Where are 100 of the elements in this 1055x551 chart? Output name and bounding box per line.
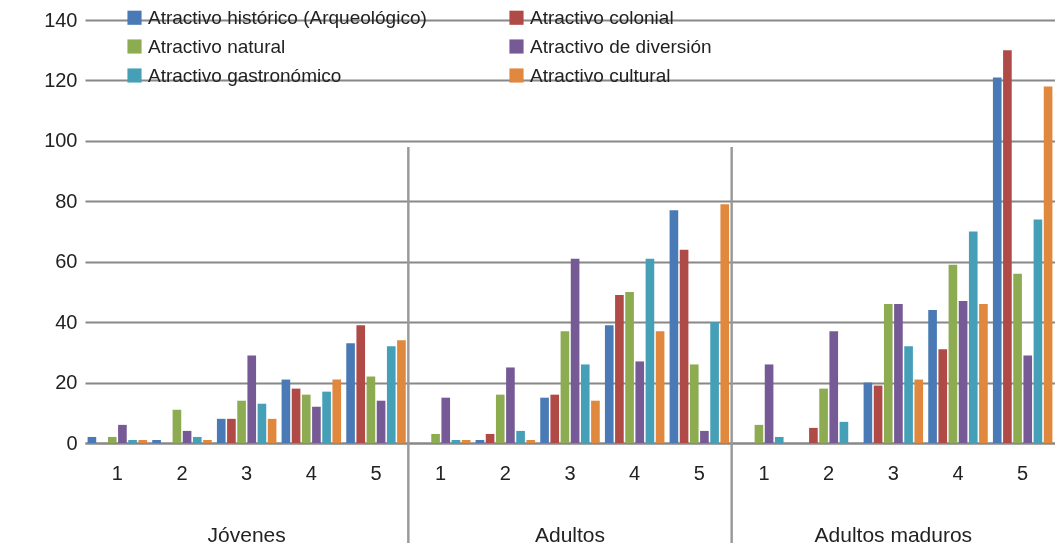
bar bbox=[883, 304, 893, 443]
bar bbox=[172, 409, 182, 443]
bar bbox=[873, 385, 883, 443]
y-tick-label: 40 bbox=[55, 310, 78, 333]
x-tick-label: 3 bbox=[887, 461, 899, 484]
bar bbox=[894, 304, 903, 443]
bar bbox=[138, 439, 148, 443]
bar bbox=[506, 367, 515, 443]
bar bbox=[863, 382, 873, 443]
bar bbox=[904, 346, 913, 443]
bar bbox=[1033, 219, 1043, 443]
bar bbox=[928, 310, 937, 443]
y-tick-label: 100 bbox=[44, 129, 78, 152]
bar bbox=[689, 364, 699, 443]
text: Adultos bbox=[534, 523, 606, 546]
bar bbox=[655, 331, 665, 443]
y-tick-label: 60 bbox=[55, 250, 78, 273]
bar bbox=[948, 264, 958, 443]
y-tick-label: 140 bbox=[44, 8, 78, 31]
bar bbox=[615, 294, 624, 443]
x-tick-label: 4 bbox=[629, 461, 641, 484]
bar bbox=[118, 424, 127, 443]
bar bbox=[301, 394, 311, 443]
text: Jóvenes bbox=[207, 523, 286, 546]
bar bbox=[591, 400, 600, 443]
y-tick-label: 0 bbox=[66, 431, 78, 454]
x-tick-label: 1 bbox=[111, 461, 123, 484]
bar bbox=[992, 77, 1002, 443]
bar bbox=[495, 394, 505, 443]
x-tick-label: 5 bbox=[1017, 461, 1029, 484]
bar bbox=[87, 436, 97, 443]
bar bbox=[1013, 273, 1022, 443]
bar bbox=[635, 361, 645, 443]
bar bbox=[914, 379, 924, 443]
bar bbox=[332, 379, 342, 443]
bar bbox=[366, 376, 376, 443]
bar bbox=[809, 427, 818, 443]
bar bbox=[774, 436, 784, 443]
bar bbox=[461, 439, 471, 443]
y-tick-label: 80 bbox=[55, 189, 78, 212]
bar bbox=[540, 397, 549, 443]
bar bbox=[516, 430, 525, 443]
bar bbox=[1023, 355, 1033, 443]
x-tick-label: 3 bbox=[564, 461, 576, 484]
bar bbox=[386, 346, 396, 443]
y-tick-label: 120 bbox=[44, 68, 78, 91]
bar bbox=[720, 204, 730, 443]
bar bbox=[216, 418, 226, 443]
bar bbox=[679, 249, 689, 443]
bar bbox=[312, 406, 321, 443]
x-tick-label: 4 bbox=[952, 461, 964, 484]
bar bbox=[938, 349, 948, 443]
x-tick-label: 1 bbox=[435, 461, 447, 484]
bar bbox=[356, 325, 366, 443]
bar bbox=[560, 331, 570, 443]
bar bbox=[247, 355, 257, 443]
x-tick-label: 3 bbox=[241, 461, 253, 484]
x-tick-label: 1 bbox=[758, 461, 770, 484]
text: Adultos maduros bbox=[814, 523, 973, 546]
bar bbox=[257, 403, 267, 443]
bar bbox=[267, 418, 277, 443]
bar bbox=[526, 439, 536, 443]
bar bbox=[669, 210, 679, 443]
bar bbox=[441, 397, 451, 443]
bar bbox=[485, 433, 495, 443]
bar bbox=[346, 343, 355, 443]
bar bbox=[710, 322, 719, 443]
bar bbox=[128, 439, 137, 443]
bar bbox=[451, 439, 461, 443]
bar bbox=[376, 400, 386, 443]
bar bbox=[107, 436, 117, 443]
bar bbox=[152, 439, 161, 443]
bar bbox=[968, 231, 978, 443]
bar bbox=[819, 388, 828, 443]
bar bbox=[645, 258, 655, 443]
bar bbox=[1043, 86, 1053, 443]
legend-label: Atractivo colonial bbox=[530, 6, 674, 28]
bar bbox=[281, 379, 291, 443]
bar bbox=[979, 304, 988, 443]
bar bbox=[397, 340, 406, 443]
bar bbox=[475, 439, 485, 443]
legend-label: Atractivo de diversión bbox=[530, 35, 712, 57]
x-tick-label: 5 bbox=[693, 461, 705, 484]
bar bbox=[764, 364, 774, 443]
bar bbox=[1003, 50, 1012, 443]
bar bbox=[550, 394, 560, 443]
bar bbox=[192, 436, 202, 443]
legend-label: Atractivo cultural bbox=[530, 64, 671, 86]
bar bbox=[700, 430, 709, 443]
legend-label: Atractivo natural bbox=[148, 35, 286, 57]
bar bbox=[322, 391, 331, 443]
bar bbox=[227, 418, 236, 443]
bar bbox=[570, 258, 580, 443]
bar bbox=[237, 400, 246, 443]
bar bbox=[839, 421, 849, 443]
legend-label: Atractivo gastronómico bbox=[148, 64, 342, 86]
legend-label: Atractivo histórico (Arqueológico) bbox=[148, 6, 427, 28]
x-tick-label: 2 bbox=[499, 461, 511, 484]
x-tick-label: 5 bbox=[370, 461, 382, 484]
x-tick-label: 4 bbox=[305, 461, 317, 484]
